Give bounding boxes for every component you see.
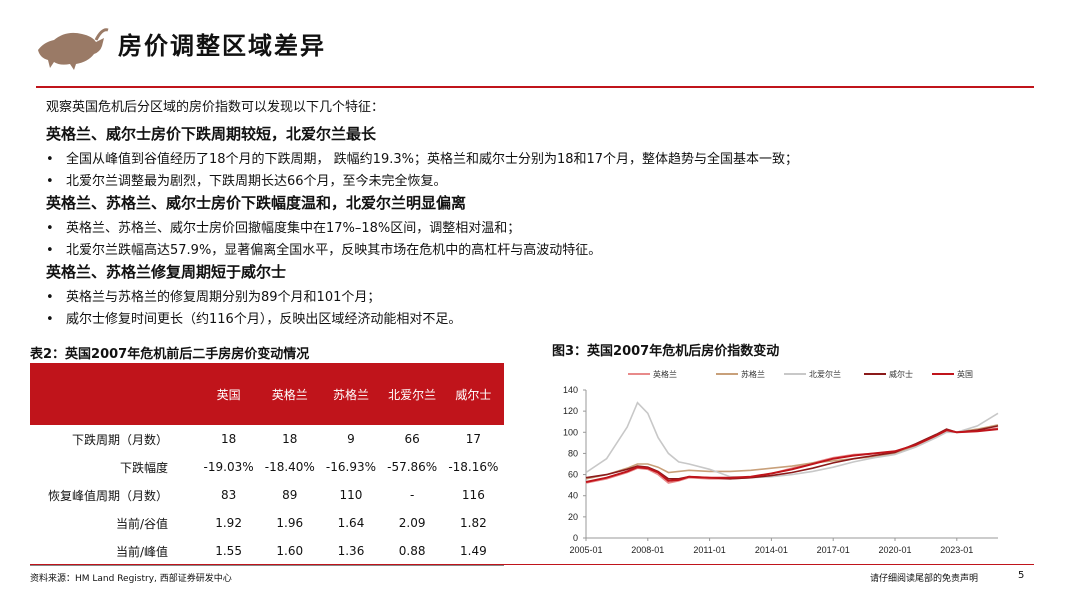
bullet-item: 英格兰与苏格兰的修复周期分别为89个月和101个月； <box>46 286 380 305</box>
legend-label: 威尔士 <box>889 369 913 379</box>
table-row: 当前/谷值 1.92 1.96 1.64 2.09 1.82 <box>30 509 504 537</box>
table-cell: 116 <box>461 488 485 502</box>
y-tick-label: 120 <box>563 406 578 416</box>
table-cell: 0.88 <box>381 537 443 566</box>
table-cell: 1.60 <box>259 537 321 566</box>
row-label: 下跌幅度 <box>119 460 168 475</box>
bullet-item: 威尔士修复时间更长（约116个月），反映出区域经济动能相对不足。 <box>46 308 461 327</box>
table-row: 恢复峰值周期（月数） 83 89 110 - 116 <box>30 481 504 509</box>
table-cell: -18.16% <box>448 460 499 474</box>
y-tick-label: 140 <box>563 385 578 395</box>
series-line-4 <box>585 425 999 480</box>
column-header: 苏格兰 <box>320 363 382 425</box>
table-cell: -57.86% <box>387 460 438 474</box>
table-cell: 1.82 <box>460 516 487 530</box>
legend-label: 北爱尔兰 <box>809 369 841 379</box>
y-tick-label: 60 <box>568 470 578 480</box>
bullet-item: 北爱尔兰跌幅高达57.9%，显著偏离全国水平，反映其市场在危机中的高杠杆与高波动… <box>46 239 601 258</box>
table-cell: 1.49 <box>442 537 504 566</box>
page-title: 房价调整区域差异 <box>118 32 326 60</box>
table-cell: 1.55 <box>198 537 260 566</box>
x-tick-label: 2008-01 <box>631 545 664 555</box>
table-cell: 18 <box>220 432 237 446</box>
table-cell: 110 <box>339 488 363 502</box>
table-corner <box>30 363 198 425</box>
column-header: 英格兰 <box>259 363 321 425</box>
table-cell: 89 <box>282 488 298 502</box>
y-tick-label: 80 <box>568 448 578 458</box>
table-cell: 17 <box>465 432 482 446</box>
table-row: 下跌周期（月数） 18 18 9 66 17 <box>30 425 504 453</box>
x-tick-label: 2020-01 <box>878 545 911 555</box>
legend-label: 苏格兰 <box>741 369 765 379</box>
table-header-row: 英国 英格兰 苏格兰 北爱尔兰 威尔士 <box>30 363 504 425</box>
bullet-item: 全国从峰值到谷值经历了18个月的下跌周期， 跌幅约19.3%；英格兰和威尔士分别… <box>46 148 798 167</box>
house-price-line-chart: 0 20 40 60 80 100 120 140 2005-01 2008-01 2011-01 2… <box>563 369 999 555</box>
x-tick-label: 2014-01 <box>755 545 788 555</box>
column-header: 威尔士 <box>442 363 504 425</box>
legend-label: 英国 <box>957 369 973 379</box>
column-header: 英国 <box>198 363 260 425</box>
title-divider <box>36 86 1034 88</box>
series-line-3 <box>585 401 999 479</box>
table-cell: -19.03% <box>203 460 254 474</box>
table-cell: 1.96 <box>276 516 304 530</box>
y-tick-label: 100 <box>563 427 578 437</box>
table-cell: -18.40% <box>264 460 315 474</box>
bull-logo-icon <box>38 28 109 70</box>
table-cell: 1.64 <box>337 516 365 530</box>
row-label: 当前/谷值 <box>115 516 168 531</box>
figure-title: 图3：英国2007年危机后房价指数变动 <box>552 344 780 359</box>
table-cell: 2.09 <box>398 516 426 530</box>
table-cell: 66 <box>404 432 420 446</box>
table-cell: 83 <box>220 488 237 502</box>
price-change-table: 英国 英格兰 苏格兰 北爱尔兰 威尔士 下跌周期（月数） 18 18 9 66 … <box>30 363 504 566</box>
table-cell: 1.92 <box>215 516 242 530</box>
series-line-5 <box>585 428 999 483</box>
row-label: 恢复峰值周期（月数） <box>47 488 168 503</box>
section-heading: 英格兰、苏格兰修复周期短于威尔士 <box>46 263 287 281</box>
x-tick-label: 2023-01 <box>940 545 973 555</box>
legend-label: 英格兰 <box>653 369 677 379</box>
table-title: 表2：英国2007年危机前后二手房房价变动情况 <box>30 347 310 362</box>
bullet-item: 英格兰、苏格兰、威尔士房价回撤幅度集中在17%–18%区间，调整相对温和； <box>46 217 520 236</box>
y-tick-label: 0 <box>573 533 578 543</box>
section-heading: 英格兰、威尔士房价下跌周期较短，北爱尔兰最长 <box>46 125 377 143</box>
row-label: 当前/峰值 <box>30 537 198 566</box>
y-tick-label: 40 <box>568 491 578 501</box>
series-line-2 <box>585 424 999 480</box>
table-row: 下跌幅度 -19.03% -18.40% -16.93% -57.86% -18… <box>30 453 504 481</box>
x-tick-label: 2017-01 <box>817 545 850 555</box>
source-note: 资料来源：HM Land Registry, 西部证券研发中心 <box>30 574 232 584</box>
table-cell: 18 <box>282 432 298 446</box>
x-tick-label: 2005-01 <box>569 545 602 555</box>
bullet-item: 北爱尔兰调整最为剧烈，下跌周期长达66个月，至今未完全恢复。 <box>46 170 447 189</box>
x-tick-label: 2011-01 <box>693 545 725 555</box>
table-cell: - <box>409 488 415 502</box>
page-number: 5 <box>1018 570 1025 581</box>
table-cell: 9 <box>347 432 355 446</box>
y-tick-label: 20 <box>568 512 578 522</box>
column-header: 北爱尔兰 <box>381 363 443 425</box>
intro-text: 观察英国危机后分区域的房价指数可以发现以下几个特征： <box>46 100 385 115</box>
table-cell: -16.93% <box>325 460 377 474</box>
section-heading: 英格兰、苏格兰、威尔士房价下跌幅度温和，北爱尔兰明显偏离 <box>46 194 467 212</box>
table-row: 当前/峰值 1.55 1.60 1.36 0.88 1.49 <box>30 537 504 566</box>
row-label: 下跌周期（月数） <box>71 432 168 447</box>
disclaimer-note: 请仔细阅读尾部的免责声明 <box>870 574 979 584</box>
table-cell: 1.36 <box>320 537 382 566</box>
footer-divider <box>30 564 1034 565</box>
